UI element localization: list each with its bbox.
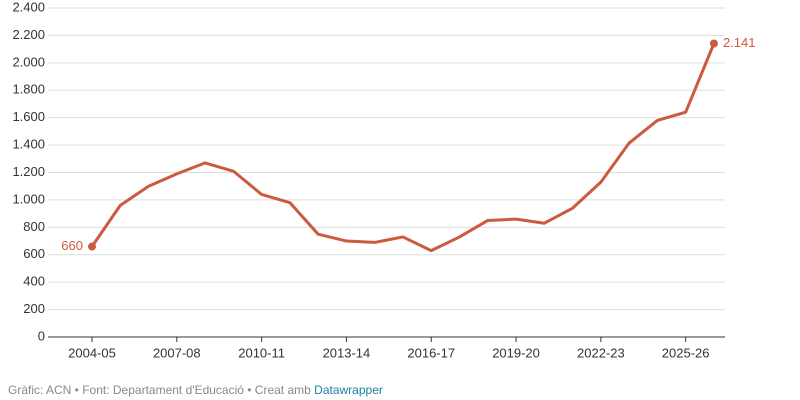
y-tick-label: 1.600	[12, 109, 45, 124]
y-tick-label: 800	[23, 219, 45, 234]
y-tick-label: 2.400	[12, 0, 45, 14]
y-tick-label: 1.000	[12, 191, 45, 206]
y-tick-label: 1.400	[12, 137, 45, 152]
point	[709, 39, 718, 48]
source: Gràfic: ACN • Font: Departament d'Educac…	[8, 383, 311, 397]
value-label: 660	[61, 238, 83, 253]
value-label: 2.141	[723, 35, 756, 50]
y-tick-label: 0	[38, 328, 45, 343]
x-tick-label: 2013-14	[323, 345, 371, 360]
x-tick-label: 2016-17	[407, 345, 455, 360]
x-tick-label: 2004-05	[68, 345, 116, 360]
y-tick-label: 1.800	[12, 82, 45, 97]
point	[88, 242, 96, 251]
x-tick-label: 2022-23	[577, 345, 625, 360]
line	[90, 42, 716, 253]
y-tick-label: 600	[23, 246, 45, 261]
x-tick-label: 2019-20	[492, 345, 540, 360]
y-tick-label: 200	[23, 301, 45, 316]
source-link[interactable]: Datawrapper	[314, 383, 383, 397]
y-tick-label: 2.200	[12, 27, 45, 42]
y-tick-label: 1.200	[12, 164, 45, 179]
x-tick-label: 2007-08	[153, 345, 201, 360]
chart: 0 200 400 600 800 1.000 1.200 1.400 1.600 1.800 2.…	[12, 0, 756, 360]
footer: Gràfic: ACN • Font: Departament d'Educac…	[8, 383, 383, 397]
y-tick-label: 400	[23, 274, 45, 289]
x-tick-label: 2025-26	[662, 345, 710, 360]
x-tick-label: 2010-11	[238, 345, 285, 360]
y-tick-label: 2.000	[12, 54, 45, 69]
